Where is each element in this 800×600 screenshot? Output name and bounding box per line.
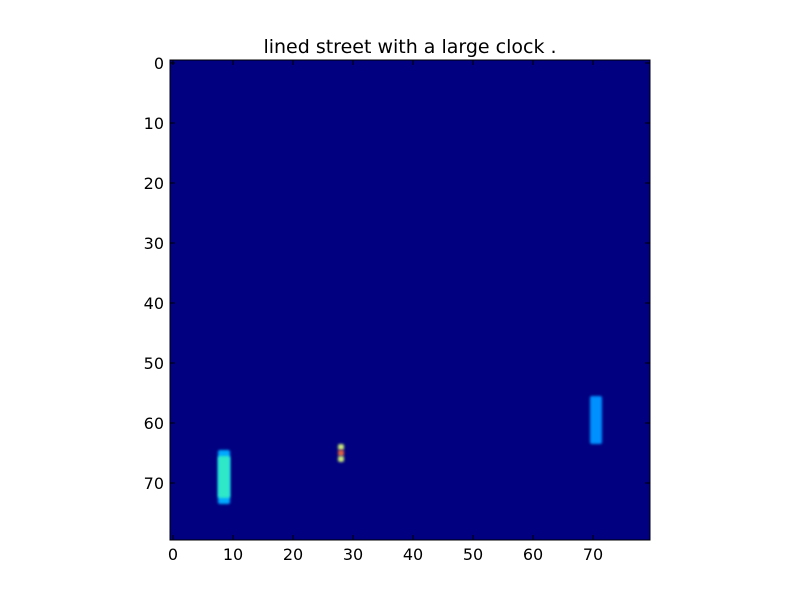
plot-frame	[169, 59, 651, 541]
y-tick-label: 10	[144, 114, 164, 133]
heatmap-cell-4	[338, 450, 344, 456]
x-tick-label: 0	[168, 545, 178, 564]
y-tick-label: 50	[144, 354, 164, 373]
x-tick-label: 60	[523, 545, 543, 564]
heatmap-cell-5	[338, 456, 344, 462]
plot-area	[169, 59, 651, 541]
heatmap-cell-1	[218, 456, 230, 498]
y-tick-label: 20	[144, 174, 164, 193]
x-axis: 0 10 20 30 40 50 60 70	[168, 60, 603, 564]
heatmap-cell-3	[338, 444, 344, 450]
x-tick-label: 40	[403, 545, 423, 564]
heatmap-background	[170, 60, 650, 540]
y-tick-label: 60	[144, 414, 164, 433]
y-tick-label: 40	[144, 294, 164, 313]
x-tick-label: 10	[223, 545, 243, 564]
heatmap-cell-2	[590, 396, 602, 444]
x-tick-label: 30	[343, 545, 363, 564]
y-tick-label: 70	[144, 474, 164, 493]
x-tick-label: 50	[463, 545, 483, 564]
x-tick-label: 20	[283, 545, 303, 564]
chart-title: lined street with a large clock .	[263, 36, 556, 58]
y-tick-label: 30	[144, 234, 164, 253]
x-tick-label: 70	[583, 545, 603, 564]
y-tick-label: 0	[154, 54, 164, 73]
y-axis: 0 10 20 30 40 50 60 70	[144, 54, 650, 493]
